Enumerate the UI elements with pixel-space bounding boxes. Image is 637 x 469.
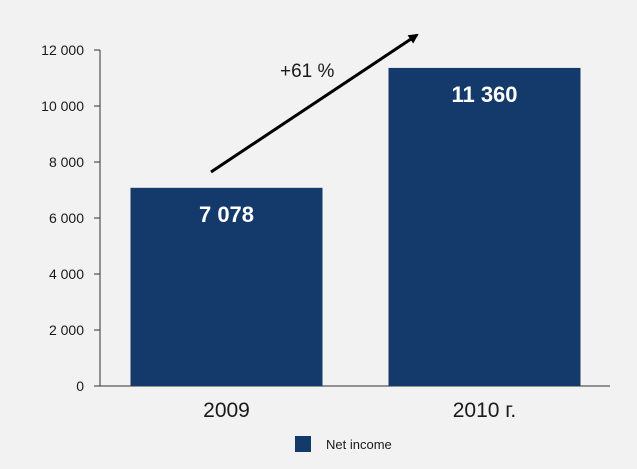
bars: 7 078 11 360 bbox=[130, 67, 581, 387]
y-axis: 0 2 000 4 000 6 000 8 000 10 000 12 000 bbox=[41, 42, 101, 394]
x-tick-label: 2010 г. bbox=[453, 399, 516, 422]
y-tick-label: 4 000 bbox=[49, 266, 84, 282]
bar-value-label: 11 360 bbox=[451, 82, 517, 107]
y-tick-label: 8 000 bbox=[49, 154, 84, 170]
growth-arrow bbox=[210, 33, 419, 174]
y-tick-label: 6 000 bbox=[49, 210, 84, 226]
x-tick-label: 2009 bbox=[203, 399, 250, 422]
legend-label-net-income: Net income bbox=[326, 437, 392, 452]
bar-1 bbox=[130, 187, 323, 386]
y-tick-label: 10 000 bbox=[41, 98, 84, 114]
growth-annotation: +61 % bbox=[210, 33, 419, 174]
bar-2 bbox=[388, 67, 581, 387]
bar-value-label: 7 078 bbox=[199, 202, 254, 227]
growth-label: +61 % bbox=[280, 61, 335, 82]
x-axis: 2009 2010 г. bbox=[100, 385, 610, 422]
legend-swatch-net-income bbox=[295, 436, 311, 452]
y-tick-label: 0 bbox=[76, 378, 84, 394]
y-tick-label: 2 000 bbox=[49, 322, 84, 338]
legend: Net income bbox=[295, 436, 392, 452]
y-tick-label: 12 000 bbox=[41, 42, 84, 58]
